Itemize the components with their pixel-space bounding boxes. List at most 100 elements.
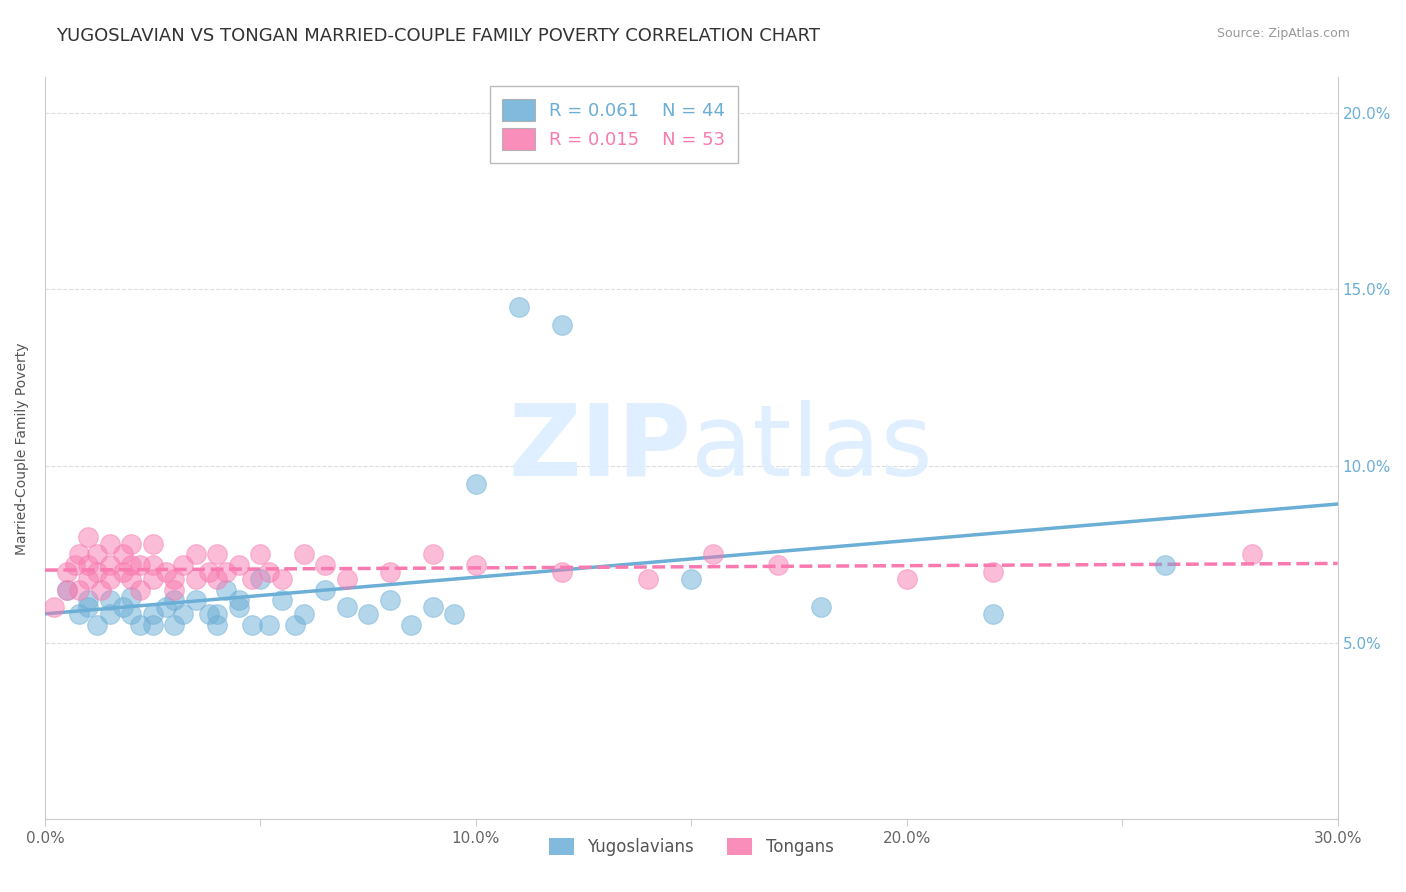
Point — [443, 607, 465, 622]
Point — [207, 618, 229, 632]
Point — [681, 572, 703, 586]
Point — [111, 600, 134, 615]
Text: YUGOSLAVIAN VS TONGAN MARRIED-COUPLE FAMILY POVERTY CORRELATION CHART: YUGOSLAVIAN VS TONGAN MARRIED-COUPLE FAM… — [56, 27, 820, 45]
Point — [197, 607, 219, 622]
Point — [981, 565, 1004, 579]
Point — [215, 565, 238, 579]
Point — [142, 607, 165, 622]
Point — [155, 565, 177, 579]
Text: ZIP: ZIP — [509, 400, 692, 497]
Point — [240, 618, 263, 632]
Point — [207, 607, 229, 622]
Point — [284, 618, 307, 632]
Point — [257, 565, 280, 579]
Point — [98, 558, 121, 572]
Point — [120, 590, 142, 604]
Point — [464, 476, 486, 491]
Point — [249, 548, 271, 562]
Point — [142, 537, 165, 551]
Point — [69, 582, 91, 597]
Point — [197, 565, 219, 579]
Point — [292, 548, 315, 562]
Point — [215, 582, 238, 597]
Point — [120, 537, 142, 551]
Point — [172, 607, 194, 622]
Point — [981, 607, 1004, 622]
Point — [155, 600, 177, 615]
Point — [163, 618, 186, 632]
Point — [142, 558, 165, 572]
Point — [292, 607, 315, 622]
Point — [271, 572, 294, 586]
Point — [228, 558, 250, 572]
Point — [55, 565, 77, 579]
Point — [128, 582, 150, 597]
Point — [896, 572, 918, 586]
Point — [1154, 558, 1177, 572]
Y-axis label: Married-Couple Family Poverty: Married-Couple Family Poverty — [15, 343, 30, 555]
Point — [128, 618, 150, 632]
Point — [120, 572, 142, 586]
Point — [249, 572, 271, 586]
Point — [111, 565, 134, 579]
Point — [228, 593, 250, 607]
Text: Source: ZipAtlas.com: Source: ZipAtlas.com — [1216, 27, 1350, 40]
Point — [163, 582, 186, 597]
Point — [766, 558, 789, 572]
Point — [314, 582, 336, 597]
Point — [111, 548, 134, 562]
Point — [271, 593, 294, 607]
Point — [172, 558, 194, 572]
Point — [77, 593, 100, 607]
Point — [77, 600, 100, 615]
Point — [357, 607, 380, 622]
Point — [336, 600, 359, 615]
Point — [378, 565, 401, 579]
Legend: Yugoslavians, Tongans: Yugoslavians, Tongans — [543, 831, 841, 863]
Point — [464, 558, 486, 572]
Point — [702, 548, 724, 562]
Point — [228, 600, 250, 615]
Point — [1240, 548, 1263, 562]
Point — [257, 618, 280, 632]
Point — [90, 582, 112, 597]
Point — [98, 607, 121, 622]
Point — [422, 548, 444, 562]
Point — [184, 593, 207, 607]
Point — [86, 565, 108, 579]
Point — [86, 548, 108, 562]
Point — [184, 572, 207, 586]
Point — [336, 572, 359, 586]
Point — [378, 593, 401, 607]
Point — [637, 572, 659, 586]
Point — [42, 600, 65, 615]
Point — [207, 572, 229, 586]
Point — [55, 582, 77, 597]
Point — [207, 548, 229, 562]
Point — [77, 530, 100, 544]
Point — [184, 548, 207, 562]
Point — [128, 558, 150, 572]
Point — [98, 572, 121, 586]
Point — [240, 572, 263, 586]
Point — [98, 537, 121, 551]
Point — [69, 548, 91, 562]
Point — [69, 607, 91, 622]
Point — [422, 600, 444, 615]
Point — [508, 300, 530, 314]
Point — [142, 572, 165, 586]
Point — [551, 565, 574, 579]
Point — [551, 318, 574, 332]
Point — [163, 593, 186, 607]
Point — [98, 593, 121, 607]
Text: atlas: atlas — [692, 400, 934, 497]
Point — [120, 558, 142, 572]
Point — [163, 572, 186, 586]
Point — [77, 558, 100, 572]
Point — [401, 618, 423, 632]
Point — [63, 558, 86, 572]
Point — [77, 572, 100, 586]
Point — [142, 618, 165, 632]
Point — [314, 558, 336, 572]
Point — [810, 600, 832, 615]
